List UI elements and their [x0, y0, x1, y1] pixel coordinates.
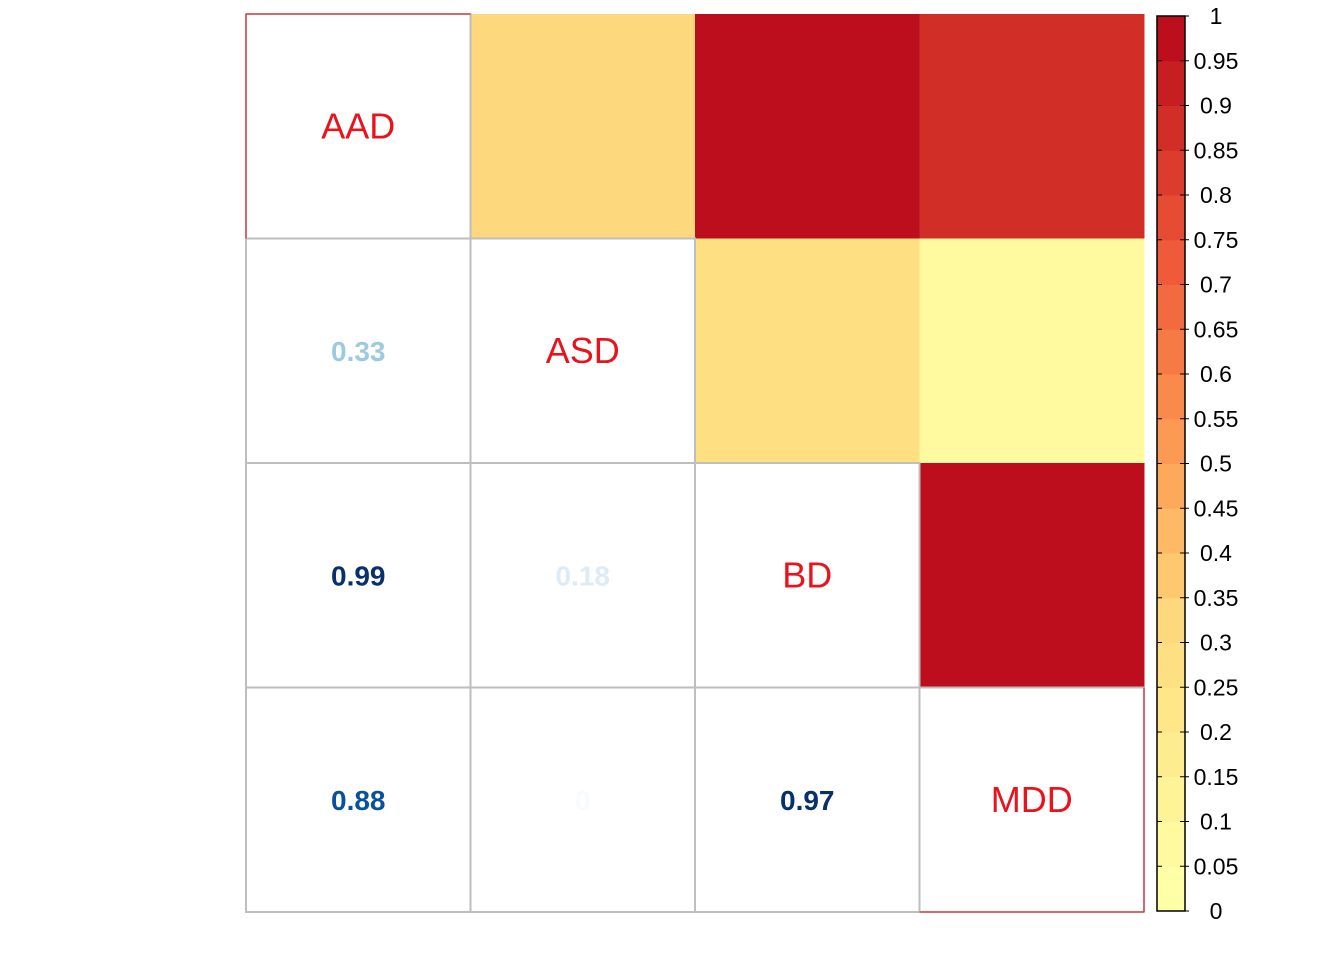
- colorbar-tick-label: 0.25: [1194, 674, 1239, 700]
- diagonal-label-mdd: MDD: [991, 779, 1073, 820]
- colorbar-segment: [1157, 553, 1185, 599]
- colorbar-segment: [1157, 374, 1185, 420]
- colorbar-tick-label: 1: [1210, 3, 1223, 29]
- colorbar-tick-label: 0.7: [1200, 272, 1232, 298]
- coef-label-bd-aad: 0.99: [331, 560, 386, 591]
- colorbar-segment: [1157, 687, 1185, 733]
- colorbar-segment: [1157, 642, 1185, 688]
- colorbar-segment: [1157, 60, 1185, 106]
- diagonal-label-aad: AAD: [321, 105, 395, 146]
- colorbar-tick-label: 0.75: [1194, 227, 1239, 253]
- heatmap-labels: AAD ASD BD MDD 0.33 0.99 0.18 0.88 0 0.97: [321, 105, 1073, 820]
- coef-label-mdd-asd: 0: [575, 785, 591, 816]
- colorbar-tick-label: 0.2: [1200, 719, 1232, 745]
- diagonal-label-asd: ASD: [546, 330, 620, 371]
- colorbar-tick-label: 0.35: [1194, 585, 1239, 611]
- colorbar-tick-label: 0.95: [1194, 48, 1239, 74]
- colorbar-segment: [1157, 329, 1185, 375]
- coef-label-bd-asd: 0.18: [556, 560, 611, 591]
- colorbar-tick-label: 0.85: [1194, 137, 1239, 163]
- coef-label-mdd-bd: 0.97: [780, 785, 835, 816]
- colorbar-tick-label: 0.45: [1194, 495, 1239, 521]
- heat-cell-aad-asd: [470, 14, 696, 239]
- colorbar-tick-label: 0.8: [1200, 182, 1232, 208]
- colorbar-tick-label: 0.1: [1200, 809, 1232, 835]
- colorbar-tick-label: 0.9: [1200, 93, 1232, 119]
- colorbar-tick-label: 0.55: [1194, 406, 1239, 432]
- colorbar-segment: [1157, 150, 1185, 196]
- colorbar-tick-label: 0.4: [1200, 540, 1232, 566]
- heat-cell-asd-mdd: [919, 238, 1145, 464]
- heatmap-cells: [246, 14, 1145, 912]
- colorbar-segment: [1157, 821, 1185, 867]
- colorbar-segment: [1157, 16, 1185, 62]
- heat-cell-bd-mdd: [919, 463, 1145, 688]
- colorbar-tick-label: 0.5: [1200, 451, 1232, 477]
- colorbar-tick-label: 0.3: [1200, 630, 1232, 656]
- colorbar-tick-label: 0: [1210, 898, 1223, 924]
- colorbar-tick-label: 0.65: [1194, 316, 1239, 342]
- colorbar-legend: 0 0.05 0.1 0.15 0.2 0.25 0.3 0.35 0.4 0.45 0.5 0.55…: [1156, 3, 1239, 924]
- colorbar-segment: [1157, 776, 1185, 822]
- colorbar-tick-label: 0.05: [1194, 853, 1239, 879]
- coef-label-mdd-aad: 0.88: [331, 785, 386, 816]
- colorbar-segment: [1157, 239, 1185, 285]
- colorbar-segment: [1157, 508, 1185, 554]
- coef-label-asd-aad: 0.33: [331, 336, 386, 367]
- diagonal-label-bd: BD: [782, 554, 832, 595]
- colorbar-segment: [1157, 284, 1185, 330]
- heat-cell-aad-mdd: [919, 14, 1145, 239]
- colorbar-segment: [1157, 732, 1185, 778]
- colorbar-segment: [1157, 105, 1185, 151]
- colorbar-segment: [1157, 195, 1185, 241]
- colorbar-segment: [1157, 866, 1185, 912]
- colorbar-segment: [1157, 463, 1185, 509]
- colorbar-tick-label: 0.15: [1194, 764, 1239, 790]
- colorbar-segment: [1157, 418, 1185, 464]
- heatmap-grid: [245, 13, 1145, 913]
- colorbar-segment: [1157, 597, 1185, 643]
- heat-cell-aad-bd: [695, 14, 920, 239]
- colorbar-tick-label: 0.6: [1200, 361, 1232, 387]
- heat-cell-asd-bd: [695, 238, 920, 464]
